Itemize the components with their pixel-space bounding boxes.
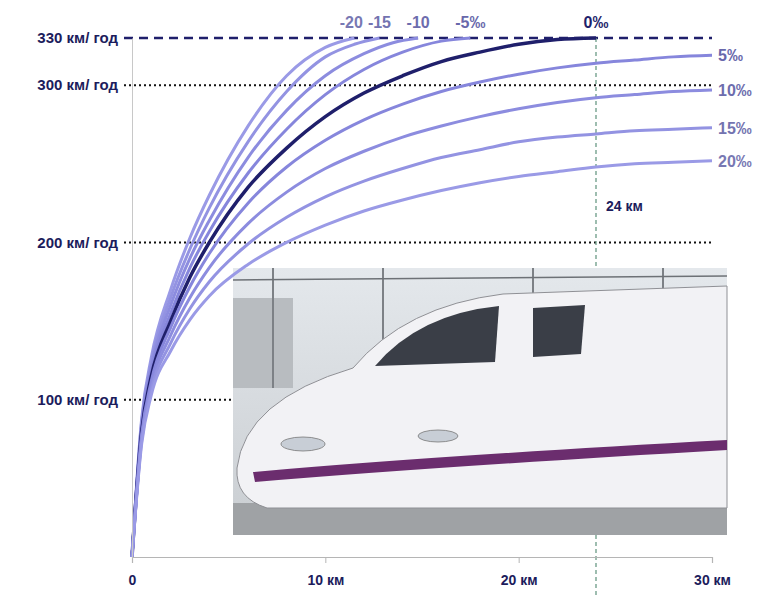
x-tick-label: 30 км (694, 572, 731, 588)
x-axis: 0 10 км 20 км 30 км (129, 557, 731, 588)
series-line (132, 161, 712, 557)
y-axis-line (132, 39, 133, 558)
series-line (132, 128, 712, 557)
series-label: -5‰ (455, 14, 485, 31)
y-tick: 330 км/ год (37, 29, 132, 46)
series-label: 15‰ (718, 120, 752, 137)
y-tick: 300 км/ год (37, 76, 132, 93)
catenary-wire (233, 276, 727, 280)
series-labels: -20 -15 -10 -5‰ 0‰ 5‰ 10‰ 15‰ 20‰ (340, 14, 752, 170)
y-tick-label: 100 км/ год (37, 391, 118, 408)
annotation-label: 24 км (606, 198, 643, 214)
x-tick-mark (325, 557, 326, 563)
y-tick: 200 км/ год (37, 234, 132, 251)
building (233, 298, 293, 388)
grid-line (124, 241, 712, 243)
series-line (132, 55, 712, 557)
series-line (132, 38, 596, 557)
y-tick-label: 330 км/ год (37, 29, 118, 46)
series-label: -20 (340, 14, 363, 31)
train-headlight (281, 437, 325, 451)
series-label: -10 (407, 14, 430, 31)
y-tick-label: 200 км/ год (37, 234, 118, 251)
x-tick: 30 км (694, 557, 731, 588)
catenary-mast (272, 268, 274, 388)
series-line (132, 90, 712, 557)
train-window (533, 305, 585, 357)
y-tick: 100 км/ год (37, 391, 132, 408)
series-label: 10‰ (718, 82, 752, 99)
y-axis: 100 км/ год 200 км/ год 300 км/ год 330 км/… (37, 29, 132, 557)
train-headlight (418, 430, 458, 442)
train-body (237, 286, 727, 508)
x-tick-label: 20 км (501, 572, 538, 588)
series-label: -15 (368, 14, 391, 31)
x-tick-mark (519, 557, 520, 563)
x-tick-label: 0 (129, 572, 137, 588)
chart: 0 10 км 20 км 30 км 100 км/ год 200 км/ год 30… (0, 0, 775, 606)
photo (233, 268, 727, 535)
series-line (132, 38, 379, 557)
x-tick-mark (712, 557, 713, 563)
train-windshield (375, 306, 499, 366)
series-label: 0‰ (584, 14, 609, 31)
series-label: 20‰ (718, 153, 752, 170)
x-axis-line (133, 558, 713, 564)
x-tick: 10 км (307, 557, 344, 588)
grid-line (124, 84, 712, 86)
x-tick-label: 10 км (307, 572, 344, 588)
x-tick: 0 (129, 557, 137, 588)
series-label: 5‰ (718, 47, 743, 64)
x-tick: 20 км (501, 557, 538, 588)
x-tick-mark (132, 557, 133, 563)
series-line (132, 38, 354, 557)
photo-background (233, 268, 727, 535)
series-group (132, 38, 712, 557)
plot: 0 10 км 20 км 30 км 100 км/ год 200 км/ год 30… (37, 14, 751, 597)
y-tick-label: 300 км/ год (37, 76, 118, 93)
